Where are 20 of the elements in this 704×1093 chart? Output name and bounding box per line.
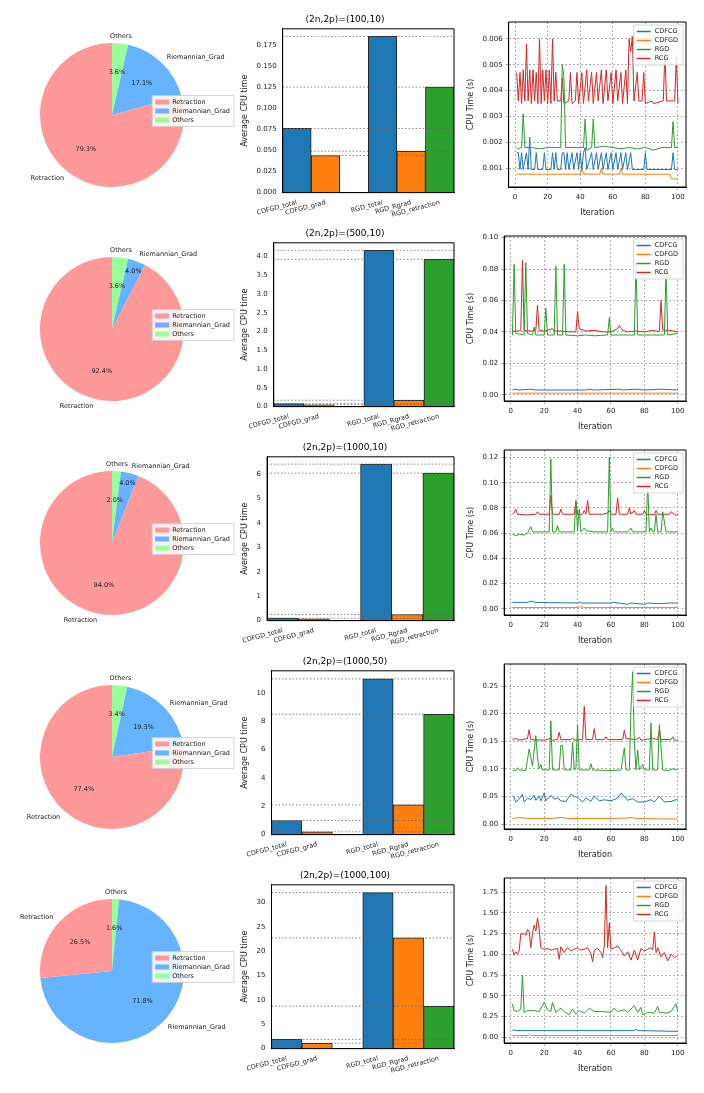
y-axis-title: Average CPU time [239,502,249,575]
y-axis-title: CPU Time (s) [465,720,475,773]
y-axis-title: CPU Time (s) [465,506,475,559]
y-axis-title: CPU Time (s) [465,78,475,131]
x-axis-title: Iteration [578,1064,613,1074]
y-axis-title: Average CPU time [239,716,249,789]
chart-title: (2n,2p)=(100,10) [305,13,385,24]
x-axis-title: Iteration [578,636,613,646]
chart-title: (2n,2p)=(1000,10) [302,441,388,452]
y-axis-title: Average CPU time [239,930,249,1003]
y-axis-title: CPU Time (s) [465,934,475,987]
y-axis-title: Average CPU time [239,74,249,147]
x-axis-title: Iteration [580,208,615,218]
x-axis-title: Iteration [578,850,613,860]
chart-title: (2n,2p)=(1000,50) [302,655,388,666]
y-axis-title: Average CPU time [239,288,249,361]
chart-title: (2n,2p)=(500,10) [305,227,385,238]
x-axis-title: Iteration [578,422,613,432]
chart-title: (2n,2p)=(1000,100) [299,869,391,880]
y-axis-title: CPU Time (s) [465,292,475,345]
